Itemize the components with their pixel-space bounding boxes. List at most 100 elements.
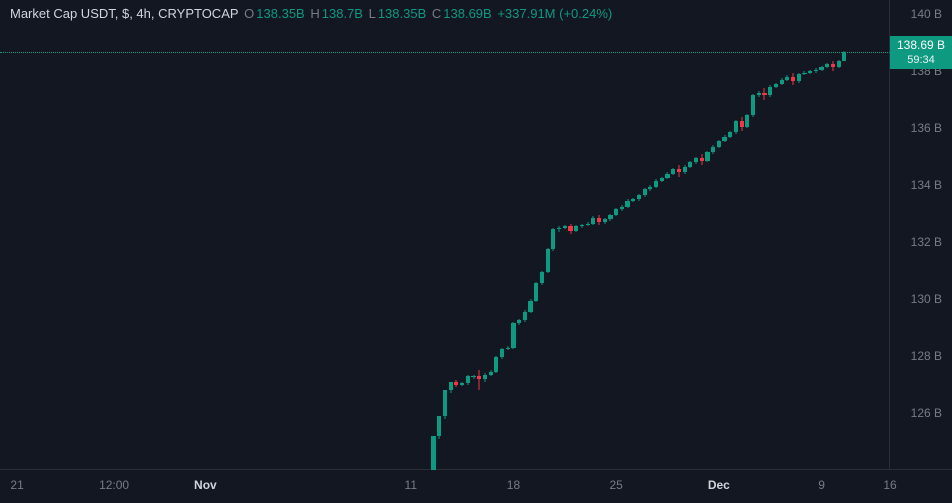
y-tick: 140 B — [911, 7, 942, 21]
candle — [705, 0, 709, 470]
ohlc-l-label: L — [369, 6, 376, 21]
y-tick: 132 B — [911, 235, 942, 249]
candle — [711, 0, 715, 470]
candle — [734, 0, 738, 470]
y-axis[interactable]: 126 B128 B130 B132 B134 B136 B138 B140 B — [890, 0, 952, 470]
candle — [677, 0, 681, 470]
candle — [722, 0, 726, 470]
candle — [648, 0, 652, 470]
y-tick: 134 B — [911, 178, 942, 192]
x-tick: 18 — [507, 478, 520, 492]
candle — [563, 0, 567, 470]
candle — [528, 0, 532, 470]
candle — [631, 0, 635, 470]
candle — [431, 0, 435, 470]
candle — [534, 0, 538, 470]
candle — [700, 0, 704, 470]
candle — [586, 0, 590, 470]
candle — [643, 0, 647, 470]
candle — [523, 0, 527, 470]
candle — [620, 0, 624, 470]
candle — [654, 0, 658, 470]
y-tick: 128 B — [911, 349, 942, 363]
candle — [437, 0, 441, 470]
candle — [660, 0, 664, 470]
candle — [500, 0, 504, 470]
y-tick: 130 B — [911, 292, 942, 306]
plot-area[interactable] — [0, 0, 890, 470]
candle — [791, 0, 795, 470]
candle — [757, 0, 761, 470]
last-price-line — [0, 52, 890, 53]
candle — [466, 0, 470, 470]
candle — [745, 0, 749, 470]
ohlc-c-value: 138.69B — [443, 6, 491, 21]
candle — [460, 0, 464, 470]
candle — [449, 0, 453, 470]
candle — [540, 0, 544, 470]
x-tick: 12:00 — [99, 478, 129, 492]
candle — [768, 0, 772, 470]
candle — [762, 0, 766, 470]
ohlc-h-value: 138.7B — [322, 6, 363, 21]
x-tick: 21 — [10, 478, 23, 492]
candle — [597, 0, 601, 470]
candle — [785, 0, 789, 470]
price-label-value: 138.69 B — [890, 38, 952, 54]
x-axis[interactable]: 2112:00Nov111825Dec916 — [0, 470, 890, 503]
candle — [483, 0, 487, 470]
price-label-countdown: 59:34 — [890, 53, 952, 67]
chart-legend: Market Cap USDT, $, 4h, CRYPTOCAP O138.3… — [10, 6, 614, 21]
candle — [608, 0, 612, 470]
y-tick: 136 B — [911, 121, 942, 135]
candle — [574, 0, 578, 470]
x-tick: 11 — [405, 478, 417, 492]
x-tick: Dec — [708, 478, 730, 492]
candle — [740, 0, 744, 470]
x-tick: 25 — [609, 478, 622, 492]
candle — [671, 0, 675, 470]
candle — [551, 0, 555, 470]
candle — [489, 0, 493, 470]
candle — [780, 0, 784, 470]
candle — [842, 0, 846, 470]
candle — [683, 0, 687, 470]
candle — [825, 0, 829, 470]
candle — [603, 0, 607, 470]
candle — [665, 0, 669, 470]
candle — [637, 0, 641, 470]
ohlc-o-label: O — [244, 6, 254, 21]
candle — [580, 0, 584, 470]
candle — [591, 0, 595, 470]
candle — [831, 0, 835, 470]
candle — [837, 0, 841, 470]
candle — [506, 0, 510, 470]
candle — [625, 0, 629, 470]
ohlc-l-value: 138.35B — [378, 6, 426, 21]
candle — [511, 0, 515, 470]
x-tick: Nov — [194, 478, 217, 492]
x-tick: 9 — [818, 478, 825, 492]
ohlc-h-label: H — [310, 6, 319, 21]
candle — [808, 0, 812, 470]
legend-title: Market Cap USDT, $, 4h, CRYPTOCAP — [10, 6, 239, 21]
candle — [568, 0, 572, 470]
candle — [517, 0, 521, 470]
x-tick: 16 — [883, 478, 896, 492]
candle — [546, 0, 550, 470]
y-tick: 126 B — [911, 406, 942, 420]
candle — [471, 0, 475, 470]
candle — [751, 0, 755, 470]
ohlc-o-value: 138.35B — [256, 6, 304, 21]
candle — [688, 0, 692, 470]
candle — [494, 0, 498, 470]
candle — [814, 0, 818, 470]
ohlc-c-label: C — [432, 6, 441, 21]
candle — [477, 0, 481, 470]
candle — [614, 0, 618, 470]
candlestick-series — [0, 0, 890, 470]
candle — [774, 0, 778, 470]
ohlc-change: +337.91M (+0.24%) — [497, 6, 612, 21]
candle — [717, 0, 721, 470]
candle — [557, 0, 561, 470]
